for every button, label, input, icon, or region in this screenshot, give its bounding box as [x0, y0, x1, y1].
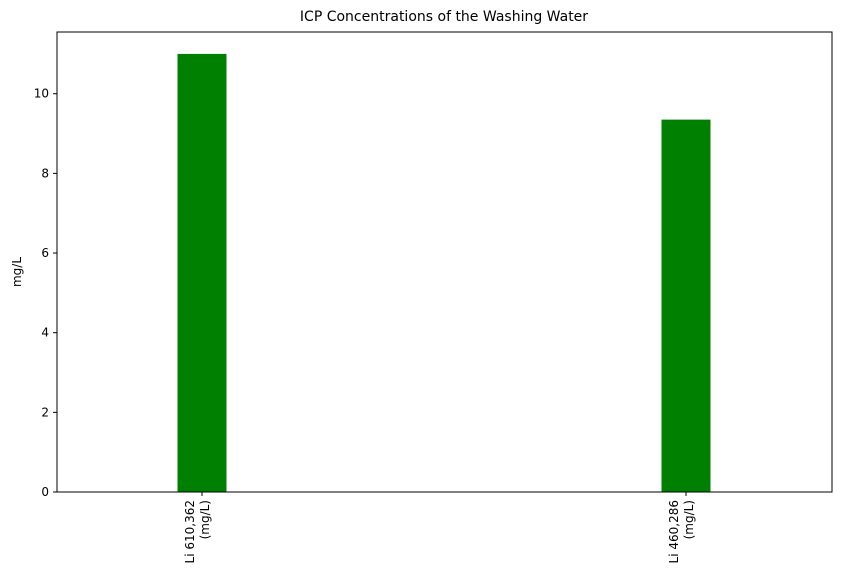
- y-tick-label-5: 10: [34, 87, 49, 101]
- x-tick-label-0: Li 610,362(mg/L): [183, 500, 212, 563]
- y-tick-label-3: 6: [41, 246, 49, 260]
- y-tick-label-2: 4: [41, 326, 49, 340]
- x-tick-label-line: Li 610,362: [183, 500, 197, 563]
- x-tick-label-1: Li 460,286(mg/L): [667, 500, 696, 563]
- x-tick-label-line: (mg/L): [682, 500, 696, 539]
- chart-title: ICP Concentrations of the Washing Water: [300, 9, 588, 25]
- x-tick-label-line: Li 460,286: [667, 500, 681, 563]
- y-tick-label-1: 2: [41, 405, 49, 419]
- y-tick-label-0: 0: [41, 485, 49, 499]
- axes-frame: [56, 31, 833, 493]
- bar-1: [661, 119, 711, 492]
- x-tick-label-line: (mg/L): [198, 500, 212, 539]
- y-axis-label: mg/L: [10, 257, 24, 287]
- bar-0: [177, 53, 227, 493]
- y-tick-label-4: 8: [41, 166, 49, 180]
